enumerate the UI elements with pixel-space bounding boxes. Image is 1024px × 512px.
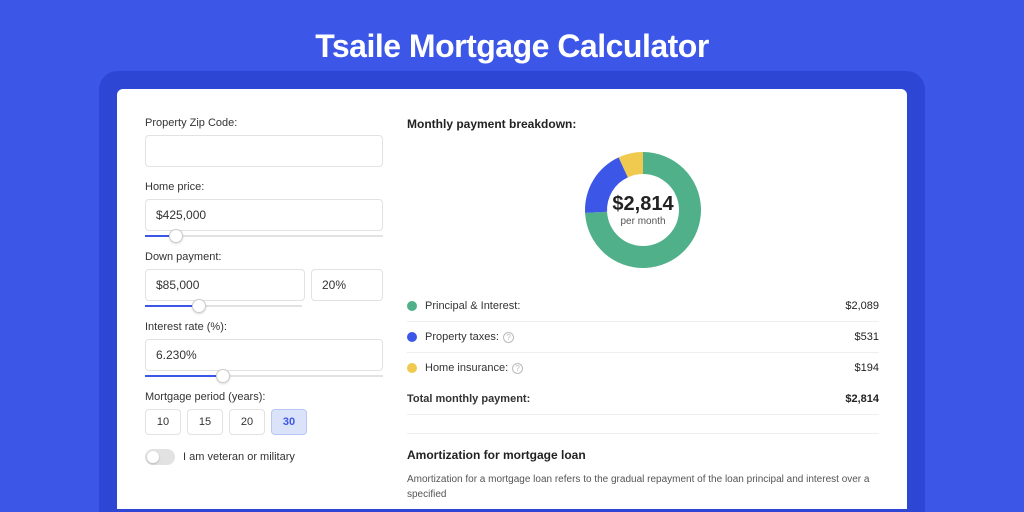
- legend-dot: [407, 332, 417, 342]
- breakdown-label: Property taxes:?: [425, 331, 855, 343]
- down-payment-group: Down payment:: [145, 251, 383, 307]
- breakdown-value: $2,089: [845, 300, 879, 312]
- amortization-section: Amortization for mortgage loan Amortizat…: [407, 433, 879, 502]
- total-value: $2,814: [845, 393, 879, 405]
- info-icon[interactable]: ?: [503, 332, 514, 343]
- breakdown-value: $531: [855, 331, 879, 343]
- legend-dot: [407, 363, 417, 373]
- interest-rate-slider[interactable]: [145, 375, 383, 377]
- breakdown-label: Home insurance:?: [425, 362, 855, 374]
- veteran-label: I am veteran or military: [183, 451, 295, 463]
- page-title: Tsaile Mortgage Calculator: [0, 0, 1024, 89]
- legend-dot: [407, 301, 417, 311]
- period-btn-15[interactable]: 15: [187, 409, 223, 435]
- home-price-input[interactable]: [145, 199, 383, 231]
- period-group: Mortgage period (years): 10152030: [145, 391, 383, 435]
- home-price-label: Home price:: [145, 181, 383, 193]
- period-btn-10[interactable]: 10: [145, 409, 181, 435]
- breakdown-value: $194: [855, 362, 879, 374]
- period-btn-30[interactable]: 30: [271, 409, 307, 435]
- total-label: Total monthly payment:: [407, 393, 845, 405]
- calculator-panel: Property Zip Code: Home price: Down paym…: [117, 89, 907, 509]
- breakdown-column: Monthly payment breakdown: $2,814per mon…: [407, 117, 879, 509]
- zip-input[interactable]: [145, 135, 383, 167]
- interest-rate-label: Interest rate (%):: [145, 321, 383, 333]
- zip-group: Property Zip Code:: [145, 117, 383, 167]
- down-payment-slider[interactable]: [145, 305, 302, 307]
- donut-center-amount: $2,814: [612, 193, 674, 215]
- zip-label: Property Zip Code:: [145, 117, 383, 129]
- veteran-row: I am veteran or military: [145, 449, 383, 465]
- breakdown-row: Principal & Interest:$2,089: [407, 291, 879, 322]
- breakdown-label: Principal & Interest:: [425, 300, 845, 312]
- period-label: Mortgage period (years):: [145, 391, 383, 403]
- total-row: Total monthly payment: $2,814: [407, 383, 879, 415]
- breakdown-title: Monthly payment breakdown:: [407, 117, 879, 131]
- amortization-title: Amortization for mortgage loan: [407, 448, 879, 462]
- info-icon[interactable]: ?: [512, 363, 523, 374]
- breakdown-row: Property taxes:?$531: [407, 322, 879, 353]
- down-payment-pct-input[interactable]: [311, 269, 383, 301]
- donut-chart: $2,814per month: [407, 145, 879, 275]
- down-payment-input[interactable]: [145, 269, 305, 301]
- home-price-group: Home price:: [145, 181, 383, 237]
- inputs-column: Property Zip Code: Home price: Down paym…: [145, 117, 383, 509]
- veteran-toggle[interactable]: [145, 449, 175, 465]
- home-price-slider[interactable]: [145, 235, 383, 237]
- amortization-text: Amortization for a mortgage loan refers …: [407, 472, 879, 502]
- donut-center-sub: per month: [620, 216, 665, 227]
- interest-rate-group: Interest rate (%):: [145, 321, 383, 377]
- period-btn-20[interactable]: 20: [229, 409, 265, 435]
- breakdown-row: Home insurance:?$194: [407, 353, 879, 383]
- down-payment-label: Down payment:: [145, 251, 383, 263]
- interest-rate-input[interactable]: [145, 339, 383, 371]
